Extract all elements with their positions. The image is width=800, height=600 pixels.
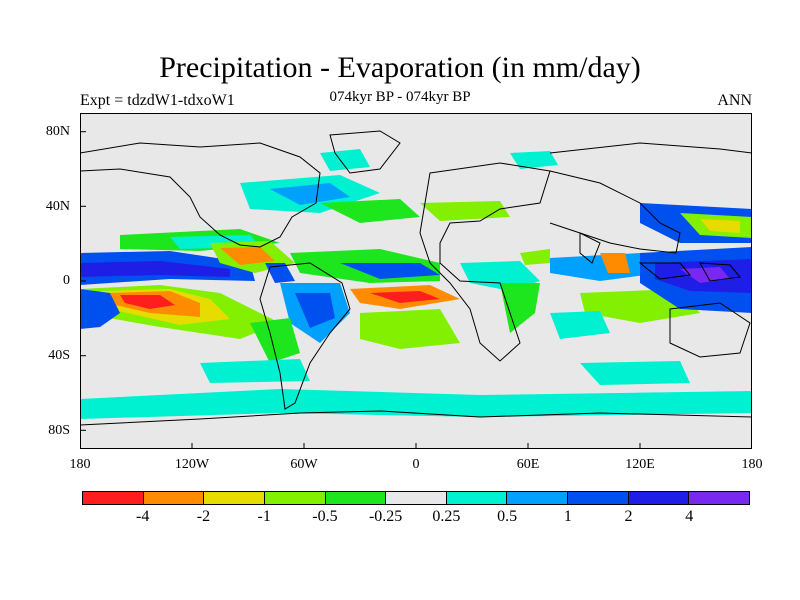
colorbar-swatch [83,492,144,504]
colorbar-swatch [264,492,326,504]
colorbar-label: -0.25 [368,508,403,525]
lon-tick-120e: 120E [625,457,655,472]
colorbar-label: 0.25 [432,508,461,525]
lat-tick-80n: 80N [45,124,70,139]
colorbar-swatch [204,492,265,504]
lon-tick-120w: 120W [174,457,210,472]
axis-ticks [80,131,641,449]
colorbar-swatch [386,492,447,504]
lon-tick-180w: 180 [69,457,91,472]
colorbar-swatch [325,492,387,504]
colorbar-label: -2 [196,508,211,525]
lat-tick-0: 0 [63,273,70,288]
colorbar-swatch [143,492,205,504]
lon-tick-180e: 180 [741,457,763,472]
coastlines [80,130,752,426]
lat-tick-40n: 40N [45,199,70,214]
colorbar-label: 0.5 [497,508,518,525]
colorbar-label: 4 [685,508,694,525]
colorbar-swatch [628,492,690,504]
colorbar-label: -4 [136,508,150,525]
map-panel [80,113,752,449]
chart-subtitle: 074kyr BP - 074kyr BP [329,89,471,105]
colorbar-label: 2 [624,508,633,525]
colorbar-label: 1 [563,508,572,525]
experiment-label: Expt = tdzdW1-tdxoW1 [80,92,235,109]
map-svg [80,113,752,449]
colorbar-swatch [507,492,569,504]
colorbar-label: -0.5 [312,508,338,525]
lon-tick-0: 0 [412,457,420,472]
lat-tick-40s: 40S [48,348,70,363]
colorbar-swatch [568,492,629,504]
colorbar-swatch [689,492,750,504]
colorbar-swatch [446,492,508,504]
colorbar [82,491,750,505]
colorbar-label: -1 [257,508,271,525]
season-label: ANN [717,92,752,109]
lat-tick-80s: 80S [48,423,70,438]
lon-tick-60e: 60E [516,457,540,472]
lon-tick-60w: 60W [290,457,318,472]
pe-field [80,149,752,419]
chart-title: Precipitation - Evaporation (in mm/day) [159,51,641,84]
